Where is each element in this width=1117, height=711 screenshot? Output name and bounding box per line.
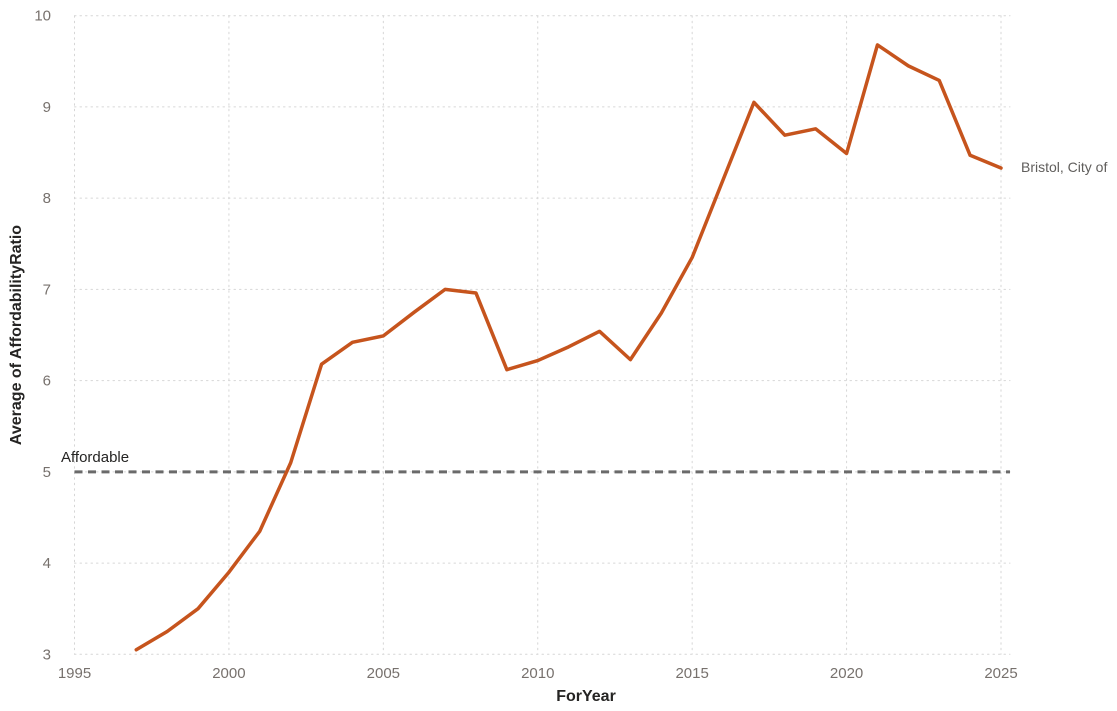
x-axis-title: ForYear [556, 688, 616, 705]
x-tick-label: 2005 [367, 665, 400, 682]
x-tick-label: 2020 [830, 665, 863, 682]
y-tick-label: 10 [34, 8, 51, 25]
x-tick-label: 2015 [675, 665, 708, 682]
series-end-label: Bristol, City of [1021, 159, 1108, 175]
y-tick-label: 5 [43, 464, 51, 481]
y-tick-label: 4 [43, 555, 51, 572]
y-tick-label: 7 [43, 281, 51, 298]
x-tick-label: 1995 [58, 665, 91, 682]
y-tick-label: 8 [43, 190, 51, 207]
x-tick-label: 2000 [212, 665, 245, 682]
y-axis-title: Average of AffordabilityRatio [8, 224, 25, 446]
x-tick-label: 2010 [521, 665, 554, 682]
series-line[interactable] [134, 43, 1003, 652]
x-tick-label: 2025 [984, 665, 1017, 682]
reference-line-label: Affordable [61, 449, 130, 466]
y-tick-label: 6 [43, 373, 51, 390]
y-tick-label: 9 [43, 99, 51, 116]
y-tick-label: 3 [43, 646, 51, 663]
